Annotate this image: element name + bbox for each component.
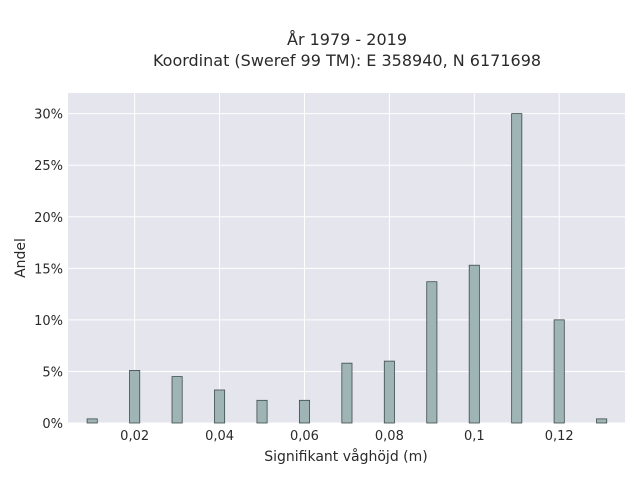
histogram-bar xyxy=(86,418,98,424)
x-tick-label: 0,04 xyxy=(205,429,234,444)
histogram-bar xyxy=(256,399,268,424)
y-tick-label: 10% xyxy=(34,314,63,329)
y-tick-label: 15% xyxy=(34,262,63,277)
x-tick-label: 0,12 xyxy=(545,429,574,444)
histogram-bar xyxy=(341,362,353,424)
histogram-bar xyxy=(426,281,438,424)
histogram-bar xyxy=(129,370,141,424)
chart-title: År 1979 - 2019 xyxy=(287,30,407,49)
y-tick-label: 30% xyxy=(34,108,63,123)
x-tick-label: 0,1 xyxy=(464,429,485,444)
histogram-bar xyxy=(171,376,183,424)
y-axis-ticks: 0% 5% 10% 15% 20% 25% 30% xyxy=(34,108,63,432)
histogram-bar xyxy=(298,399,310,424)
y-axis-label: Andel xyxy=(13,238,29,278)
y-tick-label: 0% xyxy=(42,417,63,432)
x-tick-label: 0,06 xyxy=(290,429,319,444)
histogram-bar xyxy=(553,319,565,424)
x-tick-label: 0,08 xyxy=(375,429,404,444)
x-tick-label: 0,02 xyxy=(120,429,149,444)
histogram-bar xyxy=(596,418,608,424)
chart-subtitle: Koordinat (Sweref 99 TM): E 358940, N 61… xyxy=(153,51,541,70)
histogram-bar xyxy=(214,389,226,424)
y-tick-label: 5% xyxy=(42,365,63,380)
x-axis-ticks: 0,02 0,04 0,06 0,08 0,1 0,12 xyxy=(120,429,573,444)
histogram-bars xyxy=(86,113,608,424)
histogram-bar xyxy=(511,113,523,424)
histogram-bar xyxy=(468,264,480,424)
y-tick-label: 20% xyxy=(34,211,63,226)
histogram-bar xyxy=(383,360,395,424)
x-axis-label: Signifikant våghöjd (m) xyxy=(264,448,427,465)
y-tick-label: 25% xyxy=(34,159,63,174)
